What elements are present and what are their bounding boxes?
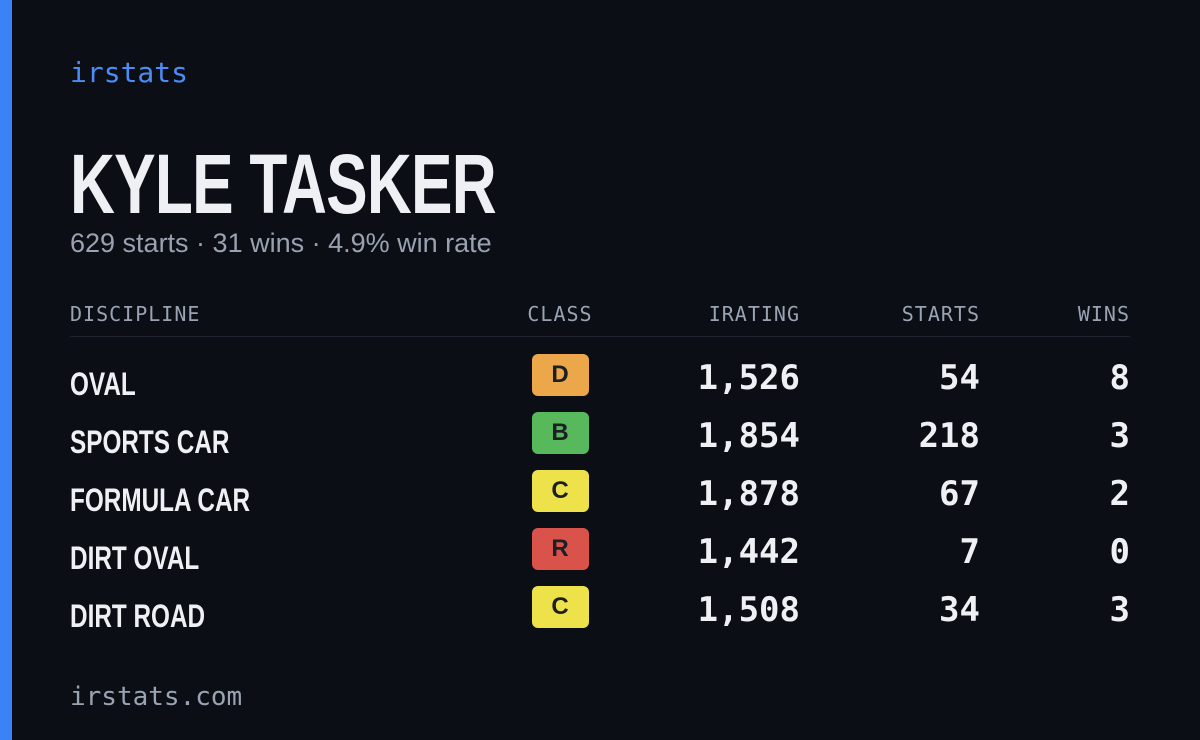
wins: 3 bbox=[1109, 416, 1130, 456]
title: KYLE TASKER bbox=[70, 137, 497, 231]
class-badge: C bbox=[531, 586, 589, 628]
column-header: IRATING bbox=[708, 302, 800, 326]
class-badge: D bbox=[531, 354, 589, 396]
wins: 2 bbox=[1109, 474, 1130, 514]
starts: 218 bbox=[918, 416, 980, 456]
wins: 3 bbox=[1109, 590, 1130, 630]
class-badge: C bbox=[531, 470, 589, 512]
divider bbox=[70, 336, 1130, 337]
irating: 1,442 bbox=[697, 532, 800, 572]
subtitle: 629 starts · 31 wins · 4.9% win rate bbox=[70, 228, 492, 258]
starts: 34 bbox=[939, 590, 980, 630]
discipline: SPORTS CAR bbox=[70, 424, 230, 460]
irating: 1,508 bbox=[697, 590, 800, 630]
class-badge: R bbox=[531, 528, 589, 570]
brand: irstats bbox=[70, 56, 189, 89]
wins: 0 bbox=[1109, 532, 1130, 572]
discipline: DIRT ROAD bbox=[70, 598, 206, 634]
irating: 1,878 bbox=[697, 474, 800, 514]
discipline: OVAL bbox=[70, 366, 136, 402]
discipline: DIRT OVAL bbox=[70, 540, 200, 576]
starts: 67 bbox=[939, 474, 980, 514]
discipline: FORMULA CAR bbox=[70, 482, 251, 518]
starts: 54 bbox=[939, 358, 980, 398]
class-badge: B bbox=[531, 412, 589, 454]
column-header: DISCIPLINE bbox=[70, 302, 201, 326]
footer: irstats.com bbox=[70, 682, 243, 712]
wins: 8 bbox=[1109, 358, 1130, 398]
starts: 7 bbox=[959, 532, 980, 572]
column-header: WINS bbox=[1077, 302, 1130, 326]
column-header: CLASS bbox=[527, 302, 593, 326]
column-header: STARTS bbox=[901, 302, 980, 326]
accent-bar bbox=[0, 0, 12, 740]
irating: 1,854 bbox=[697, 416, 800, 456]
irating: 1,526 bbox=[697, 358, 800, 398]
